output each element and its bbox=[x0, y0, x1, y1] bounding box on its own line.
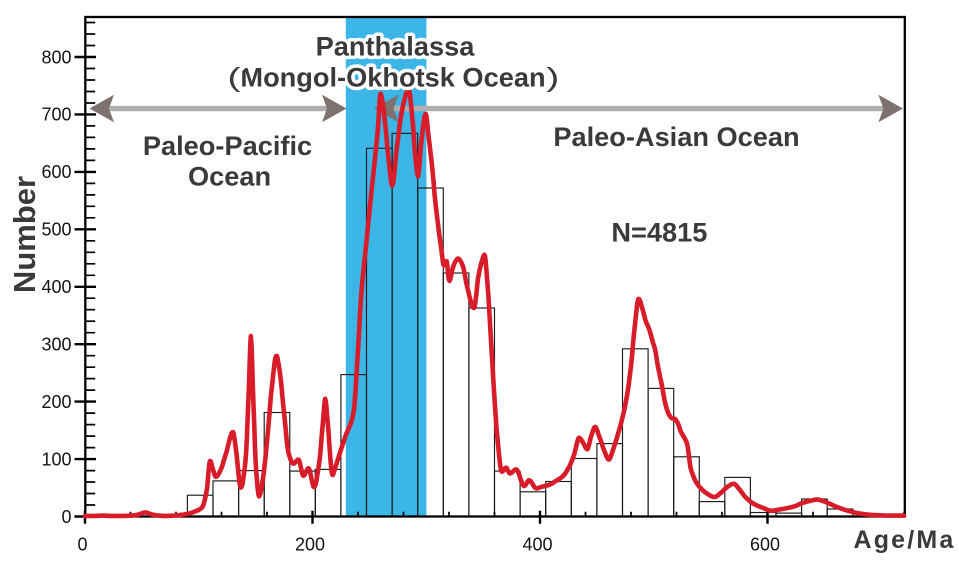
svg-text:Age/Ma: Age/Ma bbox=[853, 526, 955, 554]
svg-text:200: 200 bbox=[295, 535, 325, 555]
svg-text:0: 0 bbox=[77, 535, 87, 555]
svg-text:400: 400 bbox=[522, 535, 552, 555]
svg-text:0: 0 bbox=[61, 507, 71, 527]
svg-text:300: 300 bbox=[41, 335, 71, 355]
svg-text:Ocean: Ocean bbox=[188, 161, 271, 192]
svg-text:Number: Number bbox=[7, 176, 42, 293]
svg-text:): ) bbox=[546, 63, 559, 93]
svg-text:Panthalassa: Panthalassa bbox=[316, 31, 476, 62]
svg-text:500: 500 bbox=[41, 220, 71, 240]
svg-text:600: 600 bbox=[41, 162, 71, 182]
svg-text:700: 700 bbox=[41, 105, 71, 125]
svg-text:600: 600 bbox=[750, 535, 780, 555]
svg-text:(: ( bbox=[228, 63, 241, 93]
svg-text:Mongol-Okhotsk Ocean: Mongol-Okhotsk Ocean bbox=[240, 62, 545, 93]
svg-text:400: 400 bbox=[41, 277, 71, 297]
svg-text:Paleo-Asian Ocean: Paleo-Asian Ocean bbox=[553, 121, 799, 152]
svg-text:100: 100 bbox=[41, 449, 71, 469]
svg-text:800: 800 bbox=[41, 47, 71, 67]
svg-text:N=4815: N=4815 bbox=[611, 217, 707, 248]
svg-text:Paleo-Pacific: Paleo-Pacific bbox=[143, 130, 312, 161]
svg-text:200: 200 bbox=[41, 392, 71, 412]
